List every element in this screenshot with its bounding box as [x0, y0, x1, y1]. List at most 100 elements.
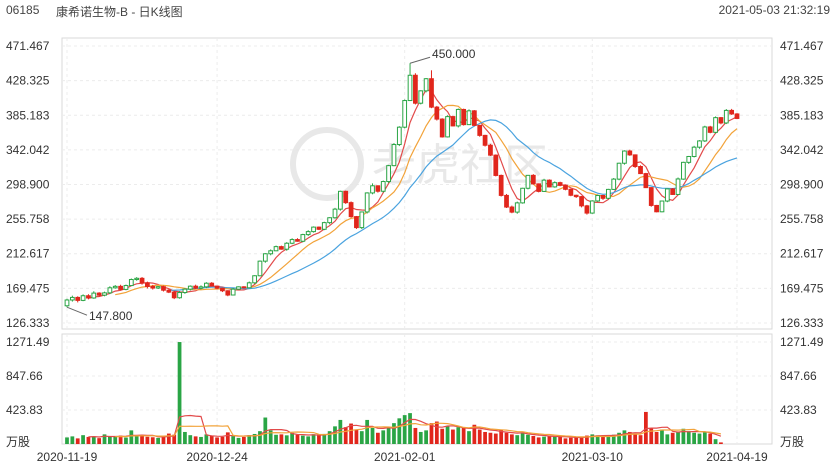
volume-bar — [601, 435, 605, 444]
candle-body — [627, 150, 633, 156]
candle-body — [616, 162, 622, 180]
candle-body — [380, 181, 386, 192]
price-tick-right: 255.758 — [780, 212, 824, 226]
candle-body — [220, 287, 225, 292]
candle-body — [434, 106, 440, 120]
candle-body — [316, 226, 322, 230]
volume-bar — [134, 436, 139, 444]
volume-bar — [209, 435, 214, 444]
low-marker-label: 147.800 — [89, 309, 133, 323]
candle-body — [343, 190, 349, 204]
volume-bar — [97, 438, 102, 444]
candle-body — [337, 190, 343, 210]
candle-body — [498, 174, 504, 196]
volume-bar — [295, 435, 300, 444]
volume-tick-right: 847.66 — [780, 369, 817, 383]
date-tick: 2020-11-19 — [37, 450, 98, 464]
price-tick-left: 428.325 — [6, 74, 50, 88]
candle-body — [86, 295, 91, 299]
volume-bar — [633, 433, 638, 444]
timestamp: 2021-05-03 21:32:19 — [718, 3, 830, 17]
volume-bar — [558, 436, 562, 444]
volume-bar — [579, 436, 584, 444]
volume-bar — [526, 434, 530, 444]
volume-bar — [231, 436, 236, 444]
candle-body — [241, 286, 247, 289]
volume-bar — [504, 432, 509, 444]
candle-body — [284, 242, 290, 250]
volume-tick-right: 万股 — [780, 435, 804, 449]
price-tick-left: 255.758 — [6, 212, 50, 226]
candle-body — [96, 292, 102, 296]
volume-bar — [424, 430, 428, 444]
volume-bar — [574, 437, 579, 444]
candle-body — [107, 287, 113, 294]
volume-bar — [488, 432, 493, 444]
volume-bar — [547, 435, 552, 444]
volume-bar — [418, 431, 423, 444]
candle-body — [638, 166, 643, 175]
candle-body — [252, 275, 257, 284]
candle-body — [622, 150, 627, 164]
candle-body — [161, 286, 166, 291]
volume-bar — [611, 434, 616, 444]
volume-bar — [343, 427, 348, 444]
candle-body — [547, 179, 552, 188]
candle-body — [230, 288, 236, 296]
stock-name: 康希诺生物-B - 日K线图 — [56, 5, 183, 19]
candle-body — [364, 192, 370, 213]
volume-bar — [274, 434, 278, 444]
candle-body — [80, 295, 86, 301]
watermark: 老虎社区 — [290, 127, 548, 201]
candle-body — [525, 174, 531, 189]
volume-tick-left: 847.66 — [6, 369, 43, 383]
price-tick-left: 342.042 — [6, 143, 50, 157]
candle-body — [236, 286, 241, 290]
volume-bar — [681, 428, 686, 444]
volume-bar — [445, 425, 450, 444]
candle-body — [187, 285, 193, 290]
candle-body — [734, 113, 740, 119]
volume-bar — [644, 411, 648, 444]
candle-body — [332, 208, 338, 219]
candle-body — [563, 184, 568, 190]
price-tick-right: 126.333 — [780, 316, 824, 330]
candle-body — [439, 118, 445, 138]
volume-bar — [402, 415, 407, 444]
candle-body — [75, 296, 81, 301]
volume-bar — [118, 435, 123, 444]
price-tick-left: 298.900 — [6, 178, 50, 192]
candle-body — [659, 200, 665, 213]
volume-bar — [284, 435, 289, 444]
price-tick-right: 169.475 — [780, 281, 824, 295]
candle-body — [354, 216, 359, 229]
volume-bar — [247, 435, 252, 444]
watermark-logo-icon — [290, 127, 364, 201]
candle-body — [536, 183, 542, 192]
volume-bar — [376, 432, 380, 444]
candle-body — [568, 188, 574, 196]
candle-body — [541, 179, 547, 192]
volume-bar — [719, 442, 723, 444]
volume-bar — [563, 438, 568, 444]
volume-bar — [713, 439, 718, 444]
volume-bar — [349, 423, 353, 444]
candle-body — [402, 100, 408, 128]
volume-bar — [692, 432, 696, 444]
candle-body — [198, 286, 204, 289]
volume-bar — [156, 437, 160, 444]
volume-bar — [354, 429, 359, 444]
candle-body — [225, 290, 231, 296]
candle-body — [670, 188, 676, 195]
candle-body — [686, 155, 692, 163]
volume-bar — [236, 437, 241, 444]
volume-bar — [365, 419, 370, 444]
candle-body — [707, 126, 713, 133]
volume-bar — [199, 436, 203, 444]
candle-body — [697, 140, 702, 148]
volume-bar — [627, 431, 632, 444]
volume-bar — [300, 435, 305, 444]
candle-body — [600, 194, 606, 199]
volume-bar — [215, 437, 219, 444]
volume-bar — [408, 413, 412, 444]
